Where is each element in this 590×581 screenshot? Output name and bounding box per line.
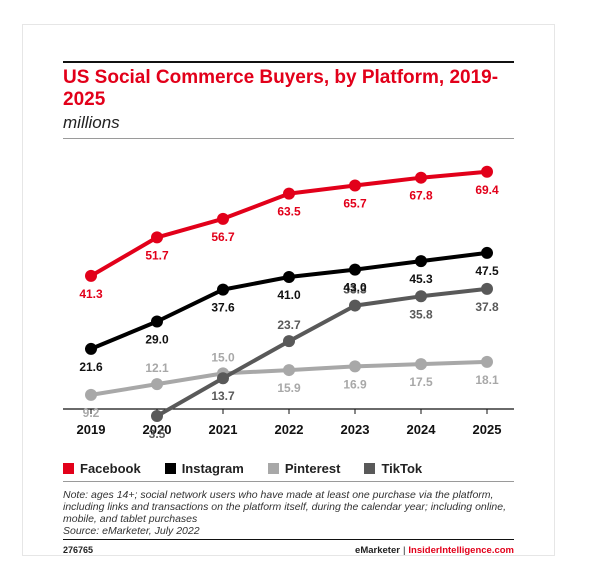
legend-swatch-tiktok <box>364 463 376 474</box>
data-point-instagram-2025 <box>481 246 493 259</box>
line-chart: 2019 2020 2021 2022 2023 2024 2025 9.2 12.1 15.0 1… <box>63 165 514 441</box>
data-label-tiktok-2024: 35.8 <box>409 307 433 321</box>
data-point-tiktok-2023 <box>349 299 361 312</box>
data-point-facebook-2021 <box>217 212 229 225</box>
footer-rule <box>63 539 514 540</box>
data-point-pinterest-2023 <box>349 360 361 373</box>
data-label-facebook-2019: 41.3 <box>79 287 103 301</box>
data-point-facebook-2022 <box>283 187 295 200</box>
brand-credit: eMarketer | InsiderIntelligence.com <box>355 545 514 556</box>
data-label-instagram-2022: 41.0 <box>277 288 301 302</box>
data-point-pinterest-2025 <box>481 355 493 368</box>
data-point-tiktok-2021 <box>217 372 229 385</box>
legend-swatch-instagram <box>164 463 176 474</box>
data-label-pinterest-2020: 12.1 <box>145 361 169 375</box>
data-label-facebook-2020: 51.7 <box>145 248 169 262</box>
data-point-instagram-2019 <box>85 342 97 355</box>
data-label-pinterest-2024: 17.5 <box>409 375 433 389</box>
data-point-pinterest-2024 <box>415 358 427 371</box>
chart-card: US Social Commerce Buyers, by Platform, … <box>22 24 555 556</box>
source-text: Source: eMarketer, July 2022 <box>63 525 200 537</box>
legend-swatch-pinterest <box>267 463 279 474</box>
x-tick-label-2023: 2023 <box>341 422 370 437</box>
data-point-tiktok-2020 <box>151 410 163 423</box>
data-point-pinterest-2022 <box>283 364 295 377</box>
legend-label-facebook: Facebook <box>80 461 141 476</box>
note-text: Note: ages 14+; social network users who… <box>63 489 507 525</box>
data-label-pinterest-2025: 18.1 <box>475 373 499 387</box>
legend-item-instagram: Instagram <box>164 461 244 476</box>
data-label-instagram-2024: 45.3 <box>409 272 433 286</box>
data-point-facebook-2025 <box>481 165 493 178</box>
data-label-instagram-2020: 29.0 <box>145 333 169 347</box>
data-label-instagram-2019: 21.6 <box>79 360 103 374</box>
x-tick-label-2019: 2019 <box>77 422 106 437</box>
legend-swatch-facebook <box>63 463 74 474</box>
legend-rule <box>63 481 514 482</box>
data-point-instagram-2022 <box>283 271 295 284</box>
legend-label-tiktok: TikTok <box>381 461 423 476</box>
data-label-instagram-2021: 37.6 <box>211 301 235 315</box>
x-tick-label-2020: 2020 <box>143 422 172 437</box>
data-label-facebook-2021: 56.7 <box>211 230 235 244</box>
footnote: Note: ages 14+; social network users who… <box>63 489 514 537</box>
data-point-facebook-2023 <box>349 179 361 192</box>
chart-subtitle: millions <box>63 113 120 132</box>
data-point-instagram-2021 <box>217 283 229 296</box>
data-label-tiktok-2022: 23.7 <box>277 318 301 332</box>
subtitle-rule <box>63 138 514 139</box>
data-label-pinterest-2021: 15.0 <box>211 350 235 364</box>
brand-separator: | <box>402 545 406 556</box>
data-point-instagram-2024 <box>415 255 427 268</box>
data-label-pinterest-2022: 15.9 <box>277 381 301 395</box>
x-tick-label-2022: 2022 <box>275 422 304 437</box>
data-point-pinterest-2020 <box>151 378 163 391</box>
data-point-instagram-2023 <box>349 263 361 276</box>
legend-label-pinterest: Pinterest <box>284 461 341 476</box>
data-label-facebook-2022: 63.5 <box>277 205 301 219</box>
x-tick-label-2021: 2021 <box>209 422 238 437</box>
data-point-facebook-2020 <box>151 231 163 244</box>
data-point-facebook-2019 <box>85 269 97 282</box>
legend-item-pinterest: Pinterest <box>267 461 341 476</box>
legend: Facebook Instagram Pinterest TikTok <box>63 461 422 476</box>
top-rule <box>63 61 514 63</box>
data-label-tiktok-2023: 33.3 <box>343 283 367 297</box>
data-label-instagram-2025: 47.5 <box>475 264 499 278</box>
series-line-tiktok <box>156 286 488 418</box>
x-tick-label-2025: 2025 <box>473 422 502 437</box>
data-label-tiktok-2020: 3.5 <box>149 427 166 441</box>
data-point-tiktok-2024 <box>415 290 427 303</box>
data-label-facebook-2025: 69.4 <box>475 183 499 197</box>
data-point-tiktok-2022 <box>283 335 295 348</box>
data-point-instagram-2020 <box>151 315 163 328</box>
legend-item-facebook: Facebook <box>63 461 141 476</box>
brand-insider-link: InsiderIntelligence.com <box>408 545 514 556</box>
x-tick-label-2024: 2024 <box>407 422 437 437</box>
data-label-pinterest-2019: 9.2 <box>83 406 100 420</box>
data-point-pinterest-2019 <box>85 388 97 401</box>
data-point-tiktok-2025 <box>481 282 493 295</box>
data-label-instagram-2023: 43.0 <box>343 281 367 295</box>
data-label-pinterest-2023: 16.9 <box>343 377 367 391</box>
chart-id: 276765 <box>63 545 94 555</box>
brand-emarketer: eMarketer <box>355 545 400 556</box>
chart-title: US Social Commerce Buyers, by Platform, … <box>63 67 499 110</box>
legend-label-instagram: Instagram <box>181 461 244 476</box>
data-label-tiktok-2021: 13.7 <box>211 389 235 403</box>
data-label-facebook-2024: 67.8 <box>409 189 433 203</box>
data-point-facebook-2024 <box>415 171 427 184</box>
data-label-tiktok-2025: 37.8 <box>475 300 499 314</box>
data-label-facebook-2023: 65.7 <box>343 196 367 210</box>
legend-item-tiktok: TikTok <box>364 461 422 476</box>
